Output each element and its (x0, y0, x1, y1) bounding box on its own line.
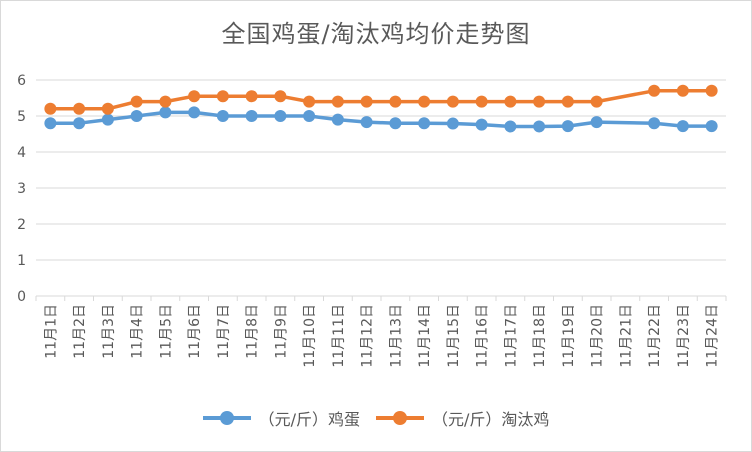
x-tick-label: 11月18日 (532, 304, 548, 368)
data-point (159, 95, 172, 108)
data-point (159, 106, 172, 119)
data-point (389, 95, 402, 108)
data-point (216, 110, 229, 122)
y-tick-label: 1 (17, 253, 26, 269)
data-point (303, 110, 316, 122)
data-point (73, 102, 86, 115)
legend: （元/斤）鸡蛋 （元/斤）淘汰鸡 (0, 406, 752, 430)
x-tick-label: 11月1日 (43, 304, 59, 359)
data-point (676, 84, 689, 97)
legend-label-cull-hen: （元/斤）淘汰鸡 (432, 410, 550, 429)
x-tick-label: 11月6日 (187, 304, 203, 359)
x-tick-label: 11月4日 (130, 304, 146, 359)
x-tick-label: 11月16日 (475, 304, 491, 368)
y-tick-label: 4 (17, 145, 26, 161)
data-point (504, 95, 517, 108)
legend-swatch-egg (202, 411, 251, 425)
data-point (216, 90, 229, 103)
y-tick-label: 0 (17, 289, 26, 305)
data-point (44, 102, 57, 115)
data-point (590, 116, 603, 129)
data-point (418, 95, 431, 108)
x-tick-label: 11月13日 (388, 304, 404, 368)
data-point (475, 118, 488, 131)
chart-title: 全国鸡蛋/淘汰鸡均价走势图 (221, 20, 531, 48)
x-tick-label: 11月15日 (446, 304, 462, 368)
data-point (331, 113, 344, 126)
data-point (303, 95, 316, 108)
data-point (101, 113, 114, 126)
x-tick-label: 11月10日 (302, 304, 318, 368)
data-point (44, 117, 57, 130)
x-tick-label: 11月14日 (417, 304, 433, 368)
data-point (561, 95, 574, 108)
data-point (245, 90, 258, 103)
data-point (446, 95, 459, 108)
data-point (274, 90, 287, 103)
x-tick-label: 11月19日 (561, 304, 577, 368)
x-tick-label: 11月8日 (245, 304, 261, 359)
data-point (274, 110, 287, 122)
x-tick-label: 11月24日 (705, 304, 721, 368)
x-tick-label: 11月12日 (360, 304, 376, 368)
y-tick-label: 5 (17, 109, 26, 125)
data-point (130, 110, 143, 122)
data-point (360, 116, 373, 129)
data-point (418, 117, 431, 130)
data-point (590, 95, 603, 108)
x-tick-label: 11月7日 (216, 304, 232, 359)
x-tick-label: 11月17日 (503, 304, 519, 368)
data-point (73, 117, 86, 130)
data-point (331, 95, 344, 108)
data-point (533, 95, 546, 108)
x-tick-label: 11月11日 (331, 304, 347, 368)
data-point (188, 90, 201, 103)
data-point (676, 120, 689, 133)
y-tick-label: 3 (17, 181, 26, 197)
data-point (130, 95, 143, 108)
x-tick-label: 11月5日 (158, 304, 174, 359)
data-point (648, 117, 661, 130)
x-tick-label: 11月23日 (676, 304, 692, 368)
x-tick-label: 11月2日 (72, 304, 88, 359)
series-line-1 (48, 89, 714, 111)
data-point (389, 117, 402, 130)
x-tick-label: 11月22日 (647, 304, 663, 368)
data-point (561, 120, 574, 133)
legend-label-egg: （元/斤）鸡蛋 (258, 410, 360, 429)
legend-entry-cull-hen: （元/斤）淘汰鸡 (376, 406, 549, 430)
series-line-0 (48, 110, 714, 129)
data-point (705, 120, 718, 133)
data-point (705, 84, 718, 97)
x-tick-label: 11月9日 (273, 304, 289, 359)
data-point (101, 102, 114, 115)
data-point (245, 110, 258, 122)
x-tick-label: 11月21日 (618, 304, 634, 368)
data-point (504, 120, 517, 133)
legend-entry-egg: （元/斤）鸡蛋 (202, 406, 360, 430)
y-tick-label: 2 (17, 217, 26, 233)
data-point (533, 120, 546, 133)
data-point (475, 95, 488, 108)
legend-swatch-cull-hen (376, 411, 424, 425)
data-point (648, 84, 661, 97)
data-point (360, 95, 373, 108)
data-point (188, 106, 201, 119)
data-point (446, 117, 459, 130)
x-tick-label: 11月20日 (590, 304, 606, 368)
y-tick-label: 6 (17, 73, 26, 89)
x-tick-label: 11月3日 (101, 304, 117, 359)
